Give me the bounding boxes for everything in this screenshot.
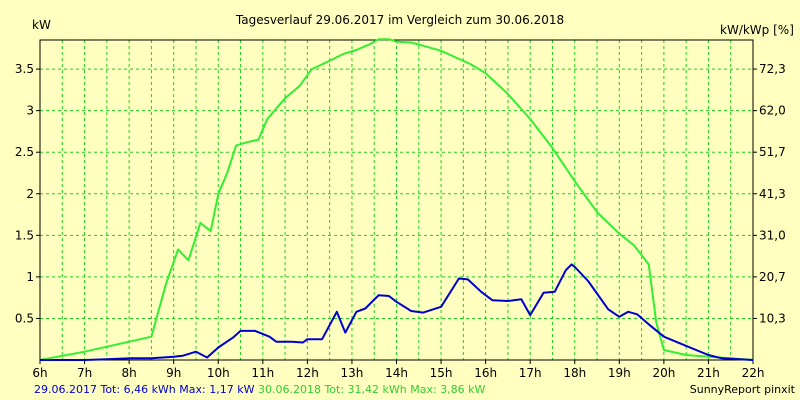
x-tick-label: 12h [296,366,319,380]
y-tick-label: 1 [26,270,34,284]
y2-tick-label: 62,0 [759,104,786,118]
series-line-2017 [40,263,754,361]
y2-tick-label: 41,3 [759,187,786,201]
chart-title: Tagesverlauf 29.06.2017 im Vergleich zum… [235,13,564,27]
x-tick-label: 11h [251,366,274,380]
x-tick-label: 9h [166,366,181,380]
x-tick-label: 15h [430,366,453,380]
y2-tick-label: 51,7 [759,145,786,159]
x-tick-label: 14h [385,366,408,380]
footer-2017-summary: 29.06.2017 Tot: 6,46 kWh Max: 1,17 kW 30… [34,383,486,396]
x-tick-label: 6h [32,366,47,380]
y-axis-left-label: kW [32,18,51,32]
y-tick-label: 2.5 [15,145,34,159]
y-tick-label: 3 [26,104,34,118]
y-axis-right-label: kW/kWp [%] [720,23,794,37]
x-tick-label: 10h [207,366,230,380]
y2-tick-label: 31,0 [759,228,786,242]
x-tick-label: 20h [652,366,675,380]
y-tick-labels: 0.5 1 1.5 2 2.5 3 3.5 [15,62,34,325]
footer-brand: SunnyReport pinxit [690,383,796,396]
y2-tick-label: 72,3 [759,62,786,76]
y2-tick-labels: 10,3 20,7 31,0 41,3 51,7 62,0 72,3 [759,62,786,325]
y2-tick-label: 20,7 [759,270,786,284]
y-tick-label: 0.5 [15,311,34,325]
x-tick-label: 22h [742,366,765,380]
y-tick-label: 1.5 [15,228,34,242]
y-tick-label: 2 [26,187,34,201]
x-tick-label: 16h [474,366,497,380]
axes [36,39,757,364]
y2-tick-label: 10,3 [759,311,786,325]
x-tick-label: 17h [519,366,542,380]
series-line-2018 [39,38,754,361]
x-tick-label: 13h [341,366,364,380]
x-tick-label: 8h [122,366,137,380]
grid-lines [40,40,753,360]
x-tick-label: 19h [608,366,631,380]
x-tick-labels: 6h 7h 8h 9h 10h 11h 12h 13h 14h 15h 16h 17h 18h 19h 20… [32,366,764,380]
data-series [39,38,754,361]
footer-2018-text: 30.06.2018 Tot: 31,42 kWh Max: 3,86 kW [258,383,486,396]
x-tick-label: 7h [77,366,92,380]
x-tick-label: 18h [563,366,586,380]
x-tick-label: 21h [697,366,720,380]
y-tick-label: 3.5 [15,62,34,76]
footer-2017-text: 29.06.2017 Tot: 6,46 kWh Max: 1,17 kW [34,383,255,396]
